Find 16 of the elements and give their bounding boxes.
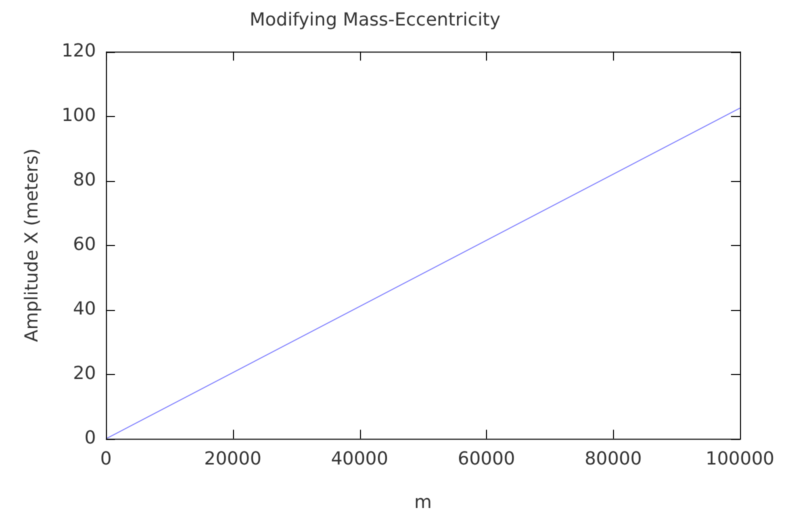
y-tick-label: 0 [84, 427, 96, 448]
y-axis-title: Amplitude X (meters) [21, 148, 42, 342]
x-tick-label: 40000 [330, 448, 388, 470]
y-tick-label: 120 [62, 40, 96, 62]
y-tick-label: 60 [73, 234, 96, 255]
y-tick-label: 40 [73, 298, 96, 320]
x-tick-label: 60000 [458, 448, 516, 470]
x-tick-label: 0 [100, 448, 112, 470]
x-axis-title: m [414, 492, 432, 513]
x-tick-label: 100000 [706, 448, 774, 470]
y-tick-label: 100 [62, 104, 96, 126]
y-tick-label: 80 [73, 169, 96, 190]
chart-title: Modifying Mass-Eccentricity [250, 9, 501, 30]
y-tick-label: 20 [73, 362, 96, 384]
x-tick-label: 20000 [204, 448, 262, 470]
x-tick-label: 80000 [584, 448, 642, 470]
